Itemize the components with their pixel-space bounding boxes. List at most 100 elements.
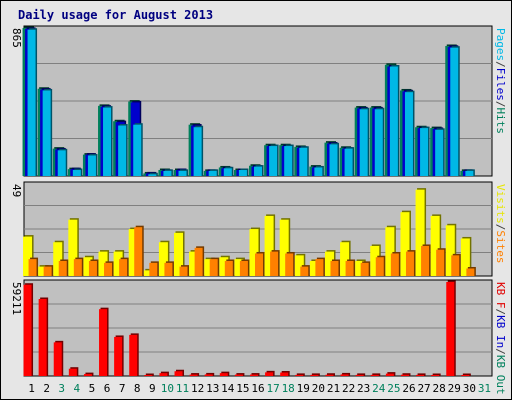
x-tick-label-day-26: 26 [402,382,415,395]
bar-pages-day-6 [103,107,112,176]
bar-kb-f-day-12 [189,374,198,376]
bar-visits-day-12 [189,251,199,276]
bar-sites-day-7 [119,259,128,276]
bar-pages-day-29 [450,47,459,176]
x-tick-label-day-12: 12 [191,382,204,395]
legend-entry: Hits [494,108,507,135]
bar-sites-day-12 [194,247,203,276]
bar-kb-f-day-16 [250,374,258,376]
bar-pages-day-15 [238,170,247,176]
bar-sites-day-24 [375,257,384,276]
x-tick-label-day-28: 28 [433,382,446,395]
bar-pages-day-12 [193,127,202,176]
bar-visits-day-9 [143,270,153,276]
bar-shadow-kb-f-day-24 [372,373,381,376]
x-tick-label-day-21: 21 [327,382,340,395]
bar-visits-day-15 [234,259,244,276]
bar-sites-day-22 [345,260,354,276]
bar-sites-day-17 [270,251,279,276]
panel-3-y-max-label: 59211 [10,282,23,315]
bar-kb-f-day-6 [99,309,108,376]
bar-kb-f-day-7 [114,336,123,376]
x-tick-label-day-22: 22 [342,382,355,395]
bar-pages-day-24 [374,109,383,176]
bar-kb-f-day-14 [219,373,228,376]
bar-visits-day-1 [23,236,33,276]
bar-visits-day-25 [385,227,395,276]
bar-pages-day-11 [178,170,187,176]
bar-sites-day-25 [390,253,399,276]
bar-visits-day-7 [113,251,123,276]
legend-entry: Visits [494,184,507,224]
bar-kb-f-day-20 [310,374,319,376]
panel-2-y-max-label: 49 [10,184,23,197]
bar-sites-day-11 [179,266,188,276]
bar-visits-day-2 [38,266,48,276]
x-tick-label-day-2: 2 [43,382,50,395]
x-tick-label-day-31: 31 [478,382,491,395]
bar-shadow-kb-f-day-19 [296,373,305,376]
x-tick-label-day-15: 15 [236,382,249,395]
bar-visits-day-30 [460,238,470,276]
x-tick-label-day-24: 24 [372,382,386,395]
legend-entry: KB In [494,315,507,348]
bar-shadow-kb-f-day-26 [402,373,411,376]
bar-kb-f-day-19 [295,374,304,376]
x-tick-label-day-7: 7 [119,382,126,395]
bar-kb-f-day-23 [355,374,364,376]
bar-kb-f-day-24 [370,374,379,376]
bar-pages-day-4 [72,170,81,176]
bar-sites-day-1 [28,259,37,276]
bar-pages-day-10 [163,170,172,176]
bar-pages-day-18 [284,146,293,176]
bar-kb-f-day-28 [431,375,440,376]
bar-sites-day-28 [436,249,445,276]
bar-visits-day-3 [53,242,63,276]
bar-kb-f-day-13 [204,374,213,376]
legend-entry: / [494,348,507,355]
x-tick-label-day-18: 18 [282,382,295,395]
bar-pages-day-13 [208,170,217,176]
bar-kb-f-day-29 [446,282,455,376]
bar-shadow-kb-f-day-9 [145,373,154,376]
bar-kb-f-day-10 [159,373,168,376]
bar-visits-day-26 [400,212,410,276]
legend-entry: / [494,101,507,108]
bar-kb-f-day-8 [129,334,138,376]
bar-shadow-kb-f-day-28 [432,373,441,376]
bar-pages-day-5 [87,155,96,176]
bar-kb-f-day-9 [144,375,153,376]
bar-sites-day-26 [405,251,414,276]
x-tick-label-day-3: 3 [58,382,65,395]
bar-visits-day-18 [279,219,289,276]
bar-sites-day-9 [149,262,158,276]
bar-kb-f-day-4 [68,368,77,376]
x-tick-label-day-1: 1 [28,382,35,395]
bar-sites-day-29 [451,255,460,276]
bar-sites-day-23 [360,262,369,276]
bar-shadow-kb-f-day-15 [236,373,245,376]
bar-pages-day-23 [359,109,368,176]
bar-pages-day-17 [269,146,278,176]
bar-sites-day-18 [285,253,294,276]
bar-sites-day-21 [330,260,339,276]
bar-pages-day-19 [299,147,308,176]
bar-pages-day-9 [148,174,157,176]
bar-shadow-kb-f-day-16 [251,373,260,376]
bar-kb-f-day-18 [280,372,289,376]
bar-visits-day-19 [294,255,304,276]
bar-sites-day-14 [224,260,233,276]
bar-sites-day-19 [300,266,309,276]
bar-pages-day-14 [223,168,232,176]
legend-entry: / [494,224,507,231]
bar-visits-day-23 [355,260,365,276]
bar-visits-day-24 [370,245,380,276]
bar-sites-day-20 [315,259,324,276]
panel-2-legend: Visits/Sites [494,184,507,264]
panel-1-y-max-label: 865 [10,28,23,48]
bar-kb-f-day-27 [416,374,425,376]
bar-pages-day-28 [435,129,444,176]
x-tick-label-day-25: 25 [387,382,400,395]
legend-entry: KB Out [494,355,507,395]
